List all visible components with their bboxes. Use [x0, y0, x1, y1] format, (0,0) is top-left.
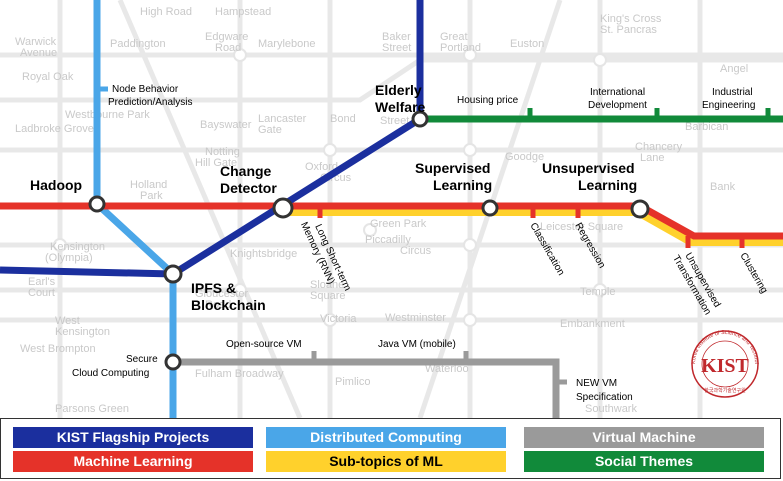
background-map-label: Hampstead: [215, 6, 271, 18]
station-ipfs-blockchain: [163, 264, 183, 284]
background-map-label: Ladbroke Grove: [15, 123, 94, 135]
background-map-label: Angel: [720, 63, 748, 75]
legend-item: KIST Flagship Projects: [13, 427, 253, 448]
label-hadoop: Hadoop: [30, 177, 82, 193]
background-map-label: Court: [28, 287, 55, 299]
label-ipfs-blockchain: IPFS & Blockchain: [191, 280, 266, 313]
station-supervised-learning: [481, 199, 499, 217]
legend-item: Social Themes: [524, 451, 764, 472]
background-map-label: Pimlico: [335, 376, 370, 388]
background-map-label: Edgware: [205, 31, 248, 43]
station-unsupervised-learning: [630, 199, 650, 219]
label-housing-price: Housing price: [457, 95, 519, 106]
background-map-label: Square: [310, 290, 345, 302]
legend-item: Virtual Machine: [524, 427, 764, 448]
label-elderly-welfare: Elderly Welfare: [375, 82, 426, 115]
label-industrial-engineering: Industrial Engineering: [702, 87, 755, 111]
background-map-label: Street: [380, 115, 409, 127]
background-map-label: Victoria: [320, 313, 357, 325]
background-map-label: Embankment: [560, 318, 625, 330]
background-map-label: Barbican: [685, 121, 728, 133]
background-map-label: Marylebone: [258, 38, 315, 50]
background-map-label: Sloane: [310, 279, 344, 291]
legend-item: Machine Learning: [13, 451, 253, 472]
background-map-label: Lancaster: [258, 113, 307, 125]
background-map-label: Westminster: [385, 312, 446, 324]
label-new-vm: NEW VM Specification: [576, 378, 633, 403]
background-map-label: Green Park: [370, 218, 427, 230]
background-map-label: Lane: [640, 152, 664, 164]
logo-title: KIST: [701, 355, 749, 377]
legend: KIST Flagship Projects Distributed Comput…: [0, 418, 781, 479]
line-distributed-computing: [93, 0, 177, 418]
background-map-label: Circus: [400, 245, 432, 257]
background-map-label: Oxford: [305, 161, 338, 173]
background-map-label: West Brompton: [20, 343, 96, 355]
background-map-label: Leicester Square: [540, 221, 623, 233]
background-map-label: Holland: [130, 179, 167, 191]
background-map-label: Knightsbridge: [230, 248, 297, 260]
logo-korean: 한국과학기술연구원: [704, 387, 746, 394]
background-map-label: Chancery: [635, 141, 683, 153]
red-line-ticks: [317, 206, 745, 248]
line-subtopics-ml: [283, 208, 783, 246]
background-map-label: Notting: [205, 146, 240, 158]
line-virtual-machine: [173, 358, 560, 418]
label-international-development: International Development: [588, 87, 648, 111]
background-map-label: Avenue: [20, 47, 57, 59]
background-map-label: Baker: [382, 31, 411, 43]
background-map-label: Euston: [510, 38, 544, 50]
background-map-label: Bank: [710, 181, 736, 193]
background-map-label: Westbourne Park: [65, 109, 150, 121]
legend-item: Sub-topics of ML: [266, 451, 506, 472]
background-map-label: Kensington: [55, 326, 110, 338]
background-map-label: Great: [440, 31, 468, 43]
background-map-label: Warwick: [15, 36, 57, 48]
background-map-label: Portland: [440, 42, 481, 54]
line-kist-flagship: [0, 0, 424, 278]
background-map-label: King's Cross: [600, 13, 662, 25]
background-map-label: Southwark: [585, 403, 637, 415]
label-open-source-vm: Open-source VM: [226, 339, 302, 350]
label-supervised-learning: Supervised Learning: [415, 160, 494, 193]
gray-line-ticks: [311, 351, 567, 385]
background-map-label: Street: [382, 42, 411, 54]
station-secure-cloud: [164, 353, 182, 371]
background-map-label: Temple: [580, 286, 615, 298]
label-java-vm: Java VM (mobile): [378, 339, 456, 350]
background-map-label: Royal Oak: [22, 71, 74, 83]
station-hadoop: [88, 195, 106, 213]
label-change-detector: Change Detector: [220, 163, 277, 196]
station-elderly-welfare: [411, 110, 429, 128]
background-map-label: High Road: [140, 6, 192, 18]
background-map-label: Hill Gate: [195, 157, 237, 169]
background-map-label: Waterloo: [425, 363, 469, 375]
background-map-label: Piccadilly: [365, 234, 411, 246]
label-secure-cloud: Secure Cloud Computing: [72, 354, 160, 379]
background-map-label: Kensington: [50, 241, 105, 253]
background-map-label: Road: [215, 42, 241, 54]
background-map-label: Earl's: [28, 276, 56, 288]
legend-item: Distributed Computing: [266, 427, 506, 448]
station-change-detector: [272, 197, 294, 219]
green-line-ticks: [527, 108, 771, 119]
background-map-label: West: [55, 315, 80, 327]
background-map-label: Goodge: [505, 151, 544, 163]
background-map-label: Road: [205, 299, 231, 311]
label-node-behavior: Node Behavior Prediction/Analysis: [108, 84, 192, 108]
background-map-label: Bond: [330, 113, 356, 125]
background-map-label: Gloucester: [195, 288, 249, 300]
background-map-label: Gate: [258, 124, 282, 136]
background-map-label: Bayswater: [200, 119, 252, 131]
background-map-label: (Olympia): [45, 252, 93, 264]
background-map-label: St. Pancras: [600, 24, 657, 36]
background-map-label: Park: [140, 190, 163, 202]
background-map-label: Fulham Broadway: [195, 368, 284, 380]
background-map-label: Parsons Green: [55, 403, 129, 415]
label-unsupervised-learning: Unsupervised Learning: [542, 160, 638, 193]
background-map-label: Paddington: [110, 38, 166, 50]
